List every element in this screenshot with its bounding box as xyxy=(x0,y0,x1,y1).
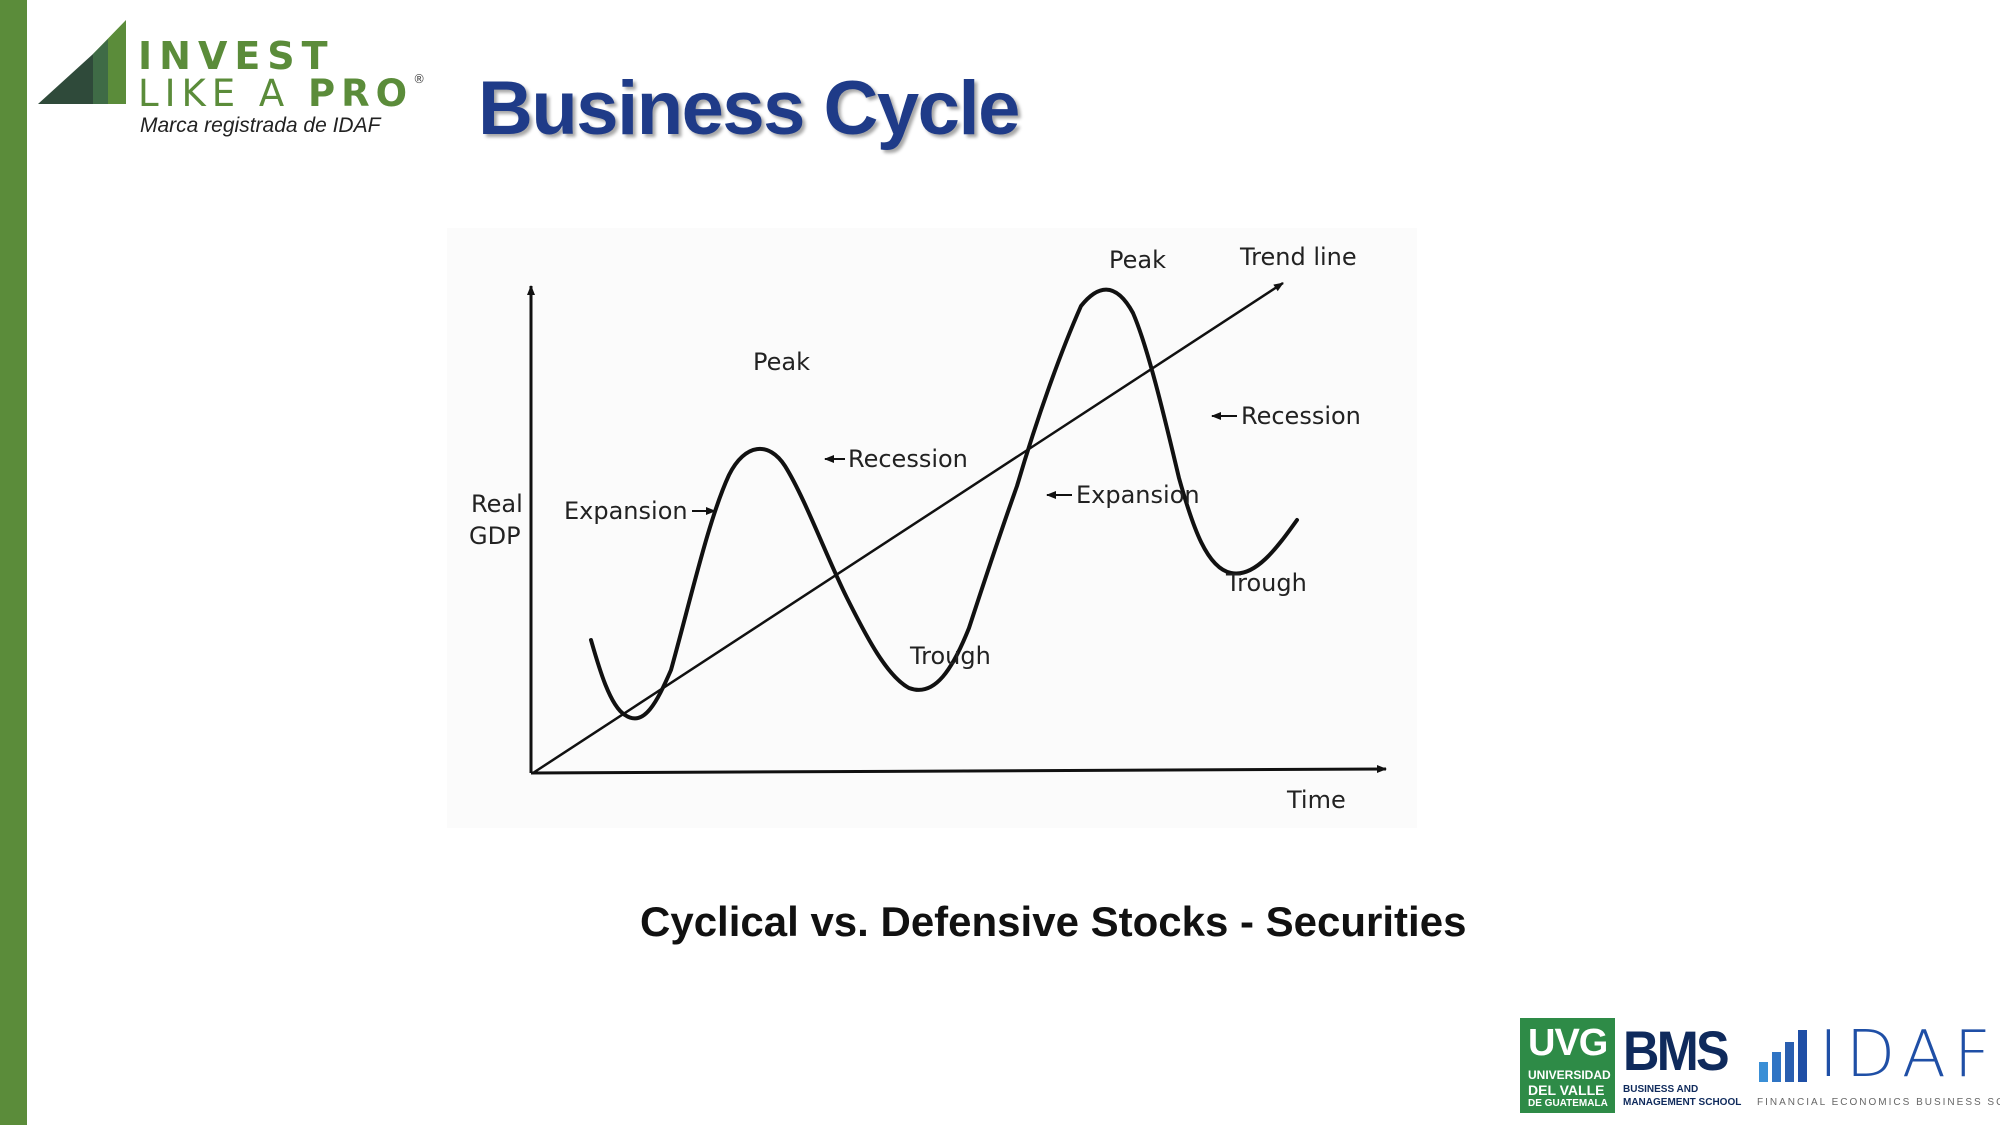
invest-like-a-pro-logo: INVEST LIKE A PRO® Marca registrada de I… xyxy=(38,14,425,144)
uvg-logo: UVG UNIVERSIDAD DEL VALLE DE GUATEMALA xyxy=(1520,1018,1615,1113)
business-cycle-diagram: Real GDP Time Trend line Peak Peak Troug… xyxy=(447,228,1417,828)
expansion1-label: Expansion xyxy=(564,497,688,525)
y-axis-label-line2: GDP xyxy=(469,522,521,550)
idaf-logo-text: IDAF xyxy=(1819,1018,1999,1092)
uvg-logo-text: UVG xyxy=(1528,1022,1608,1064)
idaf-logo-subtext: FINANCIAL ECONOMICS BUSINESS SCHOOL xyxy=(1757,1097,2000,1108)
bms-logo: BMS BUSINESS AND MANAGEMENT SCHOOL xyxy=(1623,1018,1741,1118)
recession1-label: Recession xyxy=(848,445,968,473)
logo-text-like-a-pro: LIKE A PRO® xyxy=(138,72,425,115)
trend-line-label: Trend line xyxy=(1239,243,1357,271)
y-axis-label-line1: Real xyxy=(471,490,523,518)
logo-text-invest: INVEST xyxy=(138,34,335,78)
slide-subtitle: Cyclical vs. Defensive Stocks - Securiti… xyxy=(640,898,1467,945)
bms-logo-line1: BUSINESS AND xyxy=(1623,1084,1699,1095)
idaf-bars-icon xyxy=(1759,1030,1807,1082)
bms-logo-text: BMS xyxy=(1623,1019,1730,1082)
expansion2-label: Expansion xyxy=(1076,481,1200,509)
logo-tagline: Marca registrada de IDAF xyxy=(140,114,381,137)
trend-line xyxy=(532,281,1284,775)
uvg-logo-line2: DEL VALLE xyxy=(1528,1082,1605,1098)
peak1-label: Peak xyxy=(753,348,810,376)
recession2-label: Recession xyxy=(1241,402,1361,430)
business-cycle-curve xyxy=(589,287,1299,721)
bms-logo-line2: MANAGEMENT SCHOOL xyxy=(1623,1097,1742,1108)
registered-mark: ® xyxy=(413,72,426,86)
trough2-label: Trough xyxy=(1225,569,1307,597)
slide-title: Business Cycle xyxy=(478,66,1020,151)
trough1-label: Trough xyxy=(909,642,991,670)
peak2-label: Peak xyxy=(1109,246,1166,274)
idaf-logo: IDAF FINANCIAL ECONOMICS BUSINESS SCHOOL xyxy=(1757,1018,2000,1118)
logo-text-pro: PRO xyxy=(308,72,414,115)
x-axis xyxy=(530,765,1387,775)
uvg-logo-line3: DE GUATEMALA xyxy=(1528,1098,1608,1109)
logo-mountain-icon xyxy=(38,20,126,104)
logo-text-like-a: LIKE A xyxy=(138,72,309,115)
left-accent-bar xyxy=(0,0,27,1125)
uvg-logo-line1: UNIVERSIDAD xyxy=(1528,1068,1611,1082)
x-axis-label: Time xyxy=(1286,786,1346,814)
